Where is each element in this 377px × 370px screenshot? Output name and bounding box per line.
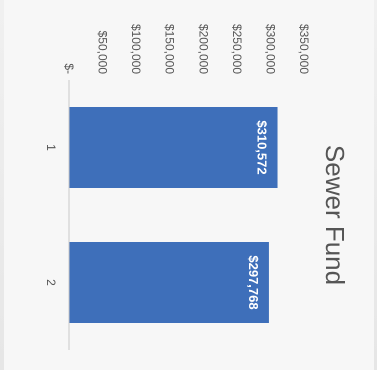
y-tick-label: $200,000 [196,24,210,74]
y-tick-label: $50,000 [96,31,110,75]
bar-data-label: $310,572 [255,120,270,174]
x-category-label: 2 [44,279,58,286]
y-tick-label: $- [62,63,76,74]
chart-title: Sewer Fund [320,145,350,285]
rotated-chart: Sewer Fund $- $50,000 $100,000 $150,000 $200… [4,0,374,370]
y-tick-label: $150,000 [163,24,177,74]
bars: $310,572 $297,768 [68,107,278,323]
x-axis-categories: 12 [44,144,58,286]
bar [69,107,278,188]
y-axis-ticks: $- $50,000 $100,000 $150,000 $200,000 $250,00… [62,24,311,74]
y-tick-label: $350,000 [297,24,311,74]
y-tick-label: $250,000 [230,24,244,74]
y-tick-label: $300,000 [263,24,277,74]
x-category-label: 1 [44,144,58,151]
bar [68,242,269,323]
bar-data-label: $297,768 [246,255,261,309]
bar-chart: Sewer Fund $- $50,000 $100,000 $150,000 $200… [4,0,374,370]
y-tick-label: $100,000 [129,24,143,74]
